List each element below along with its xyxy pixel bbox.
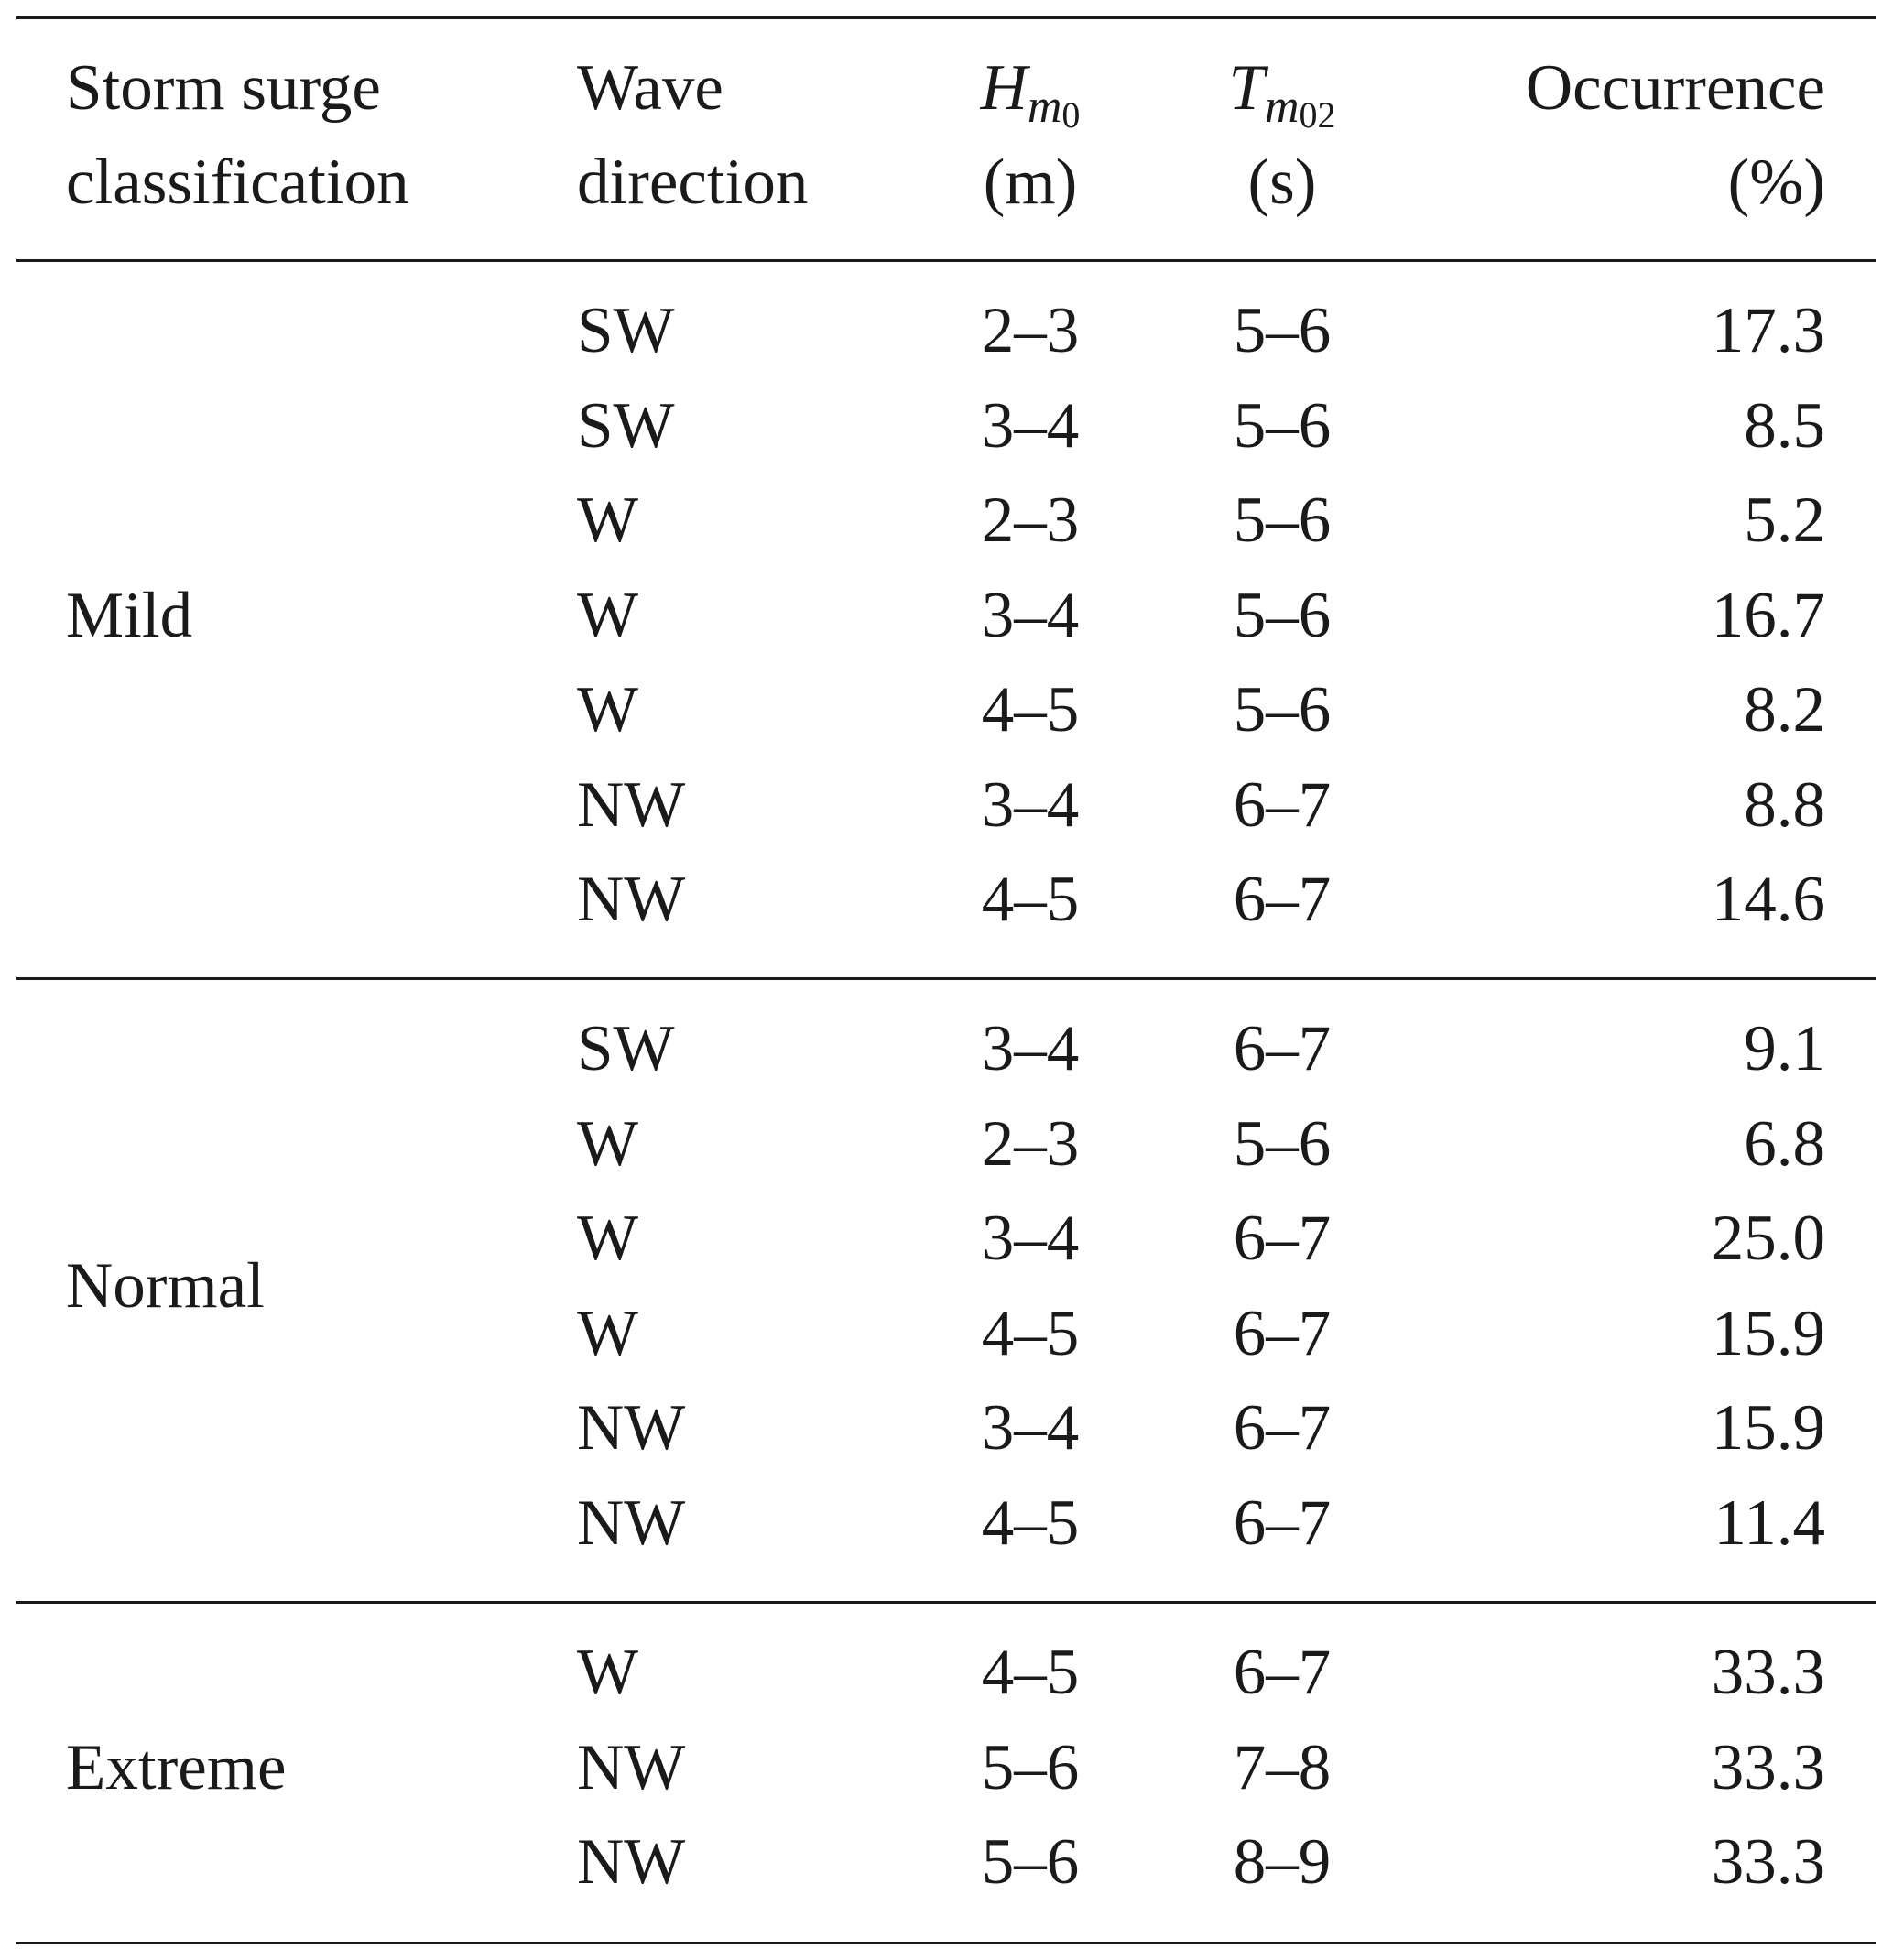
occurrence-cell: 8.2 [1744, 674, 1825, 746]
tm02-cell: 5–6 [1233, 389, 1332, 462]
tm02-cell: 6–7 [1233, 1392, 1332, 1464]
header-tm02-symbol: Tm02 [1228, 52, 1336, 136]
header-tm02-unit: (s) [1247, 147, 1317, 218]
bottom-rule [16, 1942, 1876, 1944]
occurrence-cell: 8.8 [1744, 768, 1825, 841]
tm02-cell: 5–6 [1233, 295, 1332, 366]
top-rule [16, 16, 1876, 19]
header-hm0-unit: (m) [983, 147, 1078, 218]
tm02-cell: 6–7 [1233, 1013, 1332, 1084]
hm0-cell: 5–6 [981, 1731, 1080, 1803]
header-col1-line2: classification [66, 147, 409, 218]
tm02-cell: 5–6 [1233, 1107, 1332, 1180]
occurrence-cell: 8.5 [1744, 389, 1825, 462]
wave-direction-cell: NW [577, 1486, 686, 1559]
occurrence-cell: 16.7 [1711, 579, 1825, 651]
tm02-cell: 5–6 [1233, 485, 1332, 556]
tm02-cell: 6–7 [1233, 768, 1332, 841]
occurrence-cell: 17.3 [1711, 295, 1825, 366]
wave-direction-cell: W [577, 1637, 639, 1708]
occurrence-cell: 14.6 [1711, 864, 1825, 935]
wave-direction-cell: NW [577, 768, 686, 841]
tm02-cell: 6–7 [1233, 1486, 1332, 1559]
header-col2-line2: direction [577, 147, 809, 218]
occurrence-cell: 15.9 [1711, 1392, 1825, 1464]
occurrence-cell: 33.3 [1711, 1826, 1825, 1898]
hm0-cell: 4–5 [981, 1297, 1080, 1369]
normal-group-rule [16, 1601, 1876, 1604]
hm0-cell: 4–5 [981, 1486, 1080, 1559]
wave-direction-cell: W [577, 579, 639, 651]
hm0-cell: 3–4 [981, 579, 1080, 651]
occurrence-cell: 11.4 [1713, 1486, 1825, 1559]
hm0-cell: 3–4 [981, 389, 1080, 462]
group-label: Mild [66, 579, 193, 651]
group-label: Extreme [66, 1731, 287, 1803]
hm0-cell: 3–4 [981, 1203, 1080, 1274]
tm02-cell: 7–8 [1233, 1731, 1332, 1803]
wave-direction-cell: NW [577, 1392, 686, 1464]
wave-direction-cell: W [577, 1297, 639, 1369]
wave-direction-cell: SW [577, 295, 675, 366]
occurrence-cell: 33.3 [1711, 1637, 1825, 1708]
group-label: Normal [66, 1249, 265, 1322]
hm0-cell: 4–5 [981, 1637, 1080, 1708]
hm0-cell: 3–4 [981, 768, 1080, 841]
occurrence-cell: 15.9 [1711, 1297, 1825, 1369]
hm0-cell: 2–3 [981, 1107, 1080, 1180]
header-tm02: Tm02 (s) [1228, 41, 1335, 230]
tm02-cell: 6–7 [1233, 1637, 1332, 1708]
header-rule [16, 259, 1876, 262]
tm02-cell: 6–7 [1233, 1203, 1332, 1274]
hm0-cell: 5–6 [981, 1826, 1080, 1898]
header-occurrence: Occurrence (%) [1526, 41, 1825, 230]
occurrence-cell: 5.2 [1744, 485, 1825, 556]
header-col1-line1: Storm surge [66, 52, 381, 124]
hm0-cell: 3–4 [981, 1013, 1080, 1084]
tm02-cell: 5–6 [1233, 674, 1332, 746]
header-wave-direction: Wave direction [577, 41, 808, 230]
mild-group-rule [16, 977, 1876, 980]
hm0-cell: 4–5 [981, 674, 1080, 746]
occurrence-cell: 9.1 [1744, 1013, 1825, 1084]
wave-direction-cell: NW [577, 864, 686, 935]
header-hm0-symbol: Hm0 [980, 52, 1081, 136]
wave-direction-cell: SW [577, 1013, 675, 1084]
wave-direction-cell: W [577, 1203, 639, 1274]
hm0-cell: 3–4 [981, 1392, 1080, 1464]
hm0-cell: 2–3 [981, 295, 1080, 366]
occurrence-cell: 6.8 [1744, 1107, 1825, 1180]
hm0-cell: 2–3 [981, 485, 1080, 556]
tm02-cell: 8–9 [1233, 1826, 1332, 1898]
header-col2-line1: Wave [577, 52, 723, 124]
hm0-cell: 4–5 [981, 864, 1080, 935]
tm02-cell: 5–6 [1233, 579, 1332, 651]
tm02-cell: 6–7 [1233, 864, 1332, 935]
wave-direction-cell: NW [577, 1731, 686, 1803]
header-hm0: Hm0 (m) [981, 41, 1081, 230]
header-col5-line1: Occurrence [1525, 52, 1825, 124]
header-storm-surge-classification: Storm surge classification [66, 41, 409, 230]
header-col5-line2: (%) [1727, 147, 1825, 218]
tm02-cell: 6–7 [1233, 1297, 1332, 1369]
wave-direction-cell: NW [577, 1826, 686, 1898]
occurrence-cell: 25.0 [1711, 1203, 1825, 1274]
occurrence-cell: 33.3 [1711, 1731, 1825, 1803]
wave-direction-cell: W [577, 485, 639, 556]
wave-direction-cell: W [577, 674, 639, 746]
wave-direction-cell: W [577, 1107, 639, 1180]
wave-direction-cell: SW [577, 389, 675, 462]
